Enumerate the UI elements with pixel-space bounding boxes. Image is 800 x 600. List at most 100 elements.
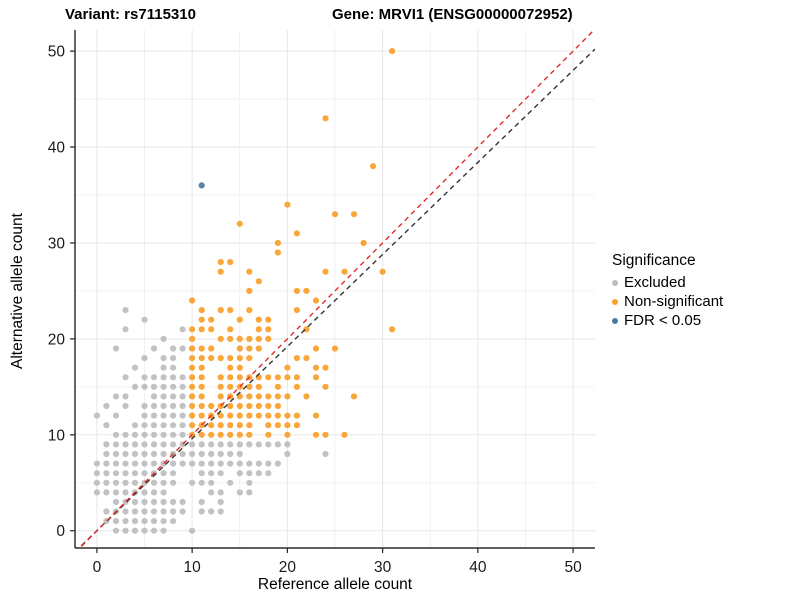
data-point — [179, 450, 186, 458]
data-point — [322, 383, 329, 390]
data-point — [389, 326, 396, 333]
data-point — [122, 431, 129, 438]
data-point — [160, 508, 167, 515]
data-point — [227, 402, 234, 410]
data-point — [198, 460, 205, 467]
data-point — [131, 527, 139, 534]
data-point — [179, 498, 186, 506]
data-point — [265, 422, 272, 429]
data-point — [227, 441, 234, 448]
data-point — [246, 470, 253, 477]
data-point — [160, 450, 167, 458]
data-point — [236, 441, 243, 448]
data-point — [189, 364, 196, 371]
data-point — [189, 412, 196, 419]
series-points-non-significant — [189, 48, 396, 438]
data-point — [217, 441, 224, 448]
data-point — [255, 460, 262, 467]
data-point — [227, 450, 234, 458]
data-point — [150, 479, 158, 486]
data-point — [246, 355, 253, 362]
data-point — [208, 402, 215, 410]
data-point — [350, 211, 358, 218]
data-point — [236, 345, 243, 352]
data-point — [265, 393, 272, 400]
axis-ticks: 0 10 20 30 40 50 0 10 20 30 40 50 — [48, 44, 582, 576]
data-point — [112, 489, 120, 496]
data-point — [93, 460, 100, 467]
data-point — [198, 498, 205, 506]
legend-items: Excluded Non-significant FDR < 0.05 — [612, 273, 723, 330]
data-point — [179, 412, 186, 419]
data-point — [236, 364, 243, 371]
data-point — [217, 374, 224, 381]
data-point — [198, 441, 205, 448]
data-point — [160, 355, 167, 362]
data-point — [122, 307, 129, 314]
y-tick-label: 10 — [48, 427, 66, 444]
data-point — [179, 326, 186, 333]
data-point — [103, 441, 110, 448]
data-point — [131, 422, 139, 429]
data-point — [150, 498, 158, 506]
data-point — [303, 326, 310, 333]
data-point — [122, 518, 129, 525]
data-point — [208, 441, 215, 448]
data-point — [274, 239, 281, 247]
data-point — [198, 316, 205, 323]
data-point — [189, 393, 196, 400]
data-point — [189, 383, 196, 390]
data-point — [236, 335, 243, 342]
data-point — [246, 422, 253, 429]
data-point — [141, 412, 148, 419]
data-point — [141, 374, 148, 381]
data-point — [150, 383, 158, 390]
data-point — [150, 508, 158, 515]
data-point — [141, 316, 148, 323]
data-point — [141, 422, 148, 429]
series-points-fdr-0-05 — [198, 182, 205, 189]
data-point — [246, 460, 253, 467]
data-point — [208, 508, 215, 515]
data-point — [189, 297, 196, 304]
data-point — [170, 431, 177, 438]
data-point — [189, 402, 196, 410]
data-point — [274, 374, 281, 381]
data-point — [198, 345, 205, 352]
data-point — [341, 431, 348, 438]
data-point — [227, 259, 234, 266]
data-point — [293, 287, 300, 294]
data-point — [293, 412, 300, 419]
data-point — [189, 441, 196, 448]
data-point — [236, 460, 243, 467]
legend-item-label: FDR < 0.05 — [624, 312, 702, 329]
data-point — [131, 431, 139, 438]
data-point — [312, 431, 320, 438]
data-point — [122, 402, 129, 410]
data-point — [112, 345, 120, 352]
data-point — [131, 518, 139, 525]
data-point — [246, 268, 253, 275]
data-point — [255, 316, 262, 323]
data-point — [198, 412, 205, 419]
data-point — [246, 402, 253, 410]
data-point — [189, 355, 196, 362]
data-point — [255, 278, 262, 285]
data-point — [265, 374, 272, 381]
data-point — [112, 393, 120, 400]
data-point — [217, 489, 224, 496]
data-point — [179, 393, 186, 400]
data-point — [198, 383, 205, 390]
data-point — [312, 364, 320, 371]
data-point — [103, 460, 110, 467]
data-point — [217, 335, 224, 342]
data-point — [141, 441, 148, 448]
data-point — [217, 460, 224, 467]
data-point — [112, 498, 120, 506]
data-point — [284, 422, 291, 429]
data-point — [150, 460, 158, 467]
data-point — [341, 268, 348, 275]
data-point — [236, 470, 243, 477]
data-point — [189, 527, 196, 534]
gene-title: Gene: MRVI1 (ENSG00000072952) — [332, 6, 573, 23]
